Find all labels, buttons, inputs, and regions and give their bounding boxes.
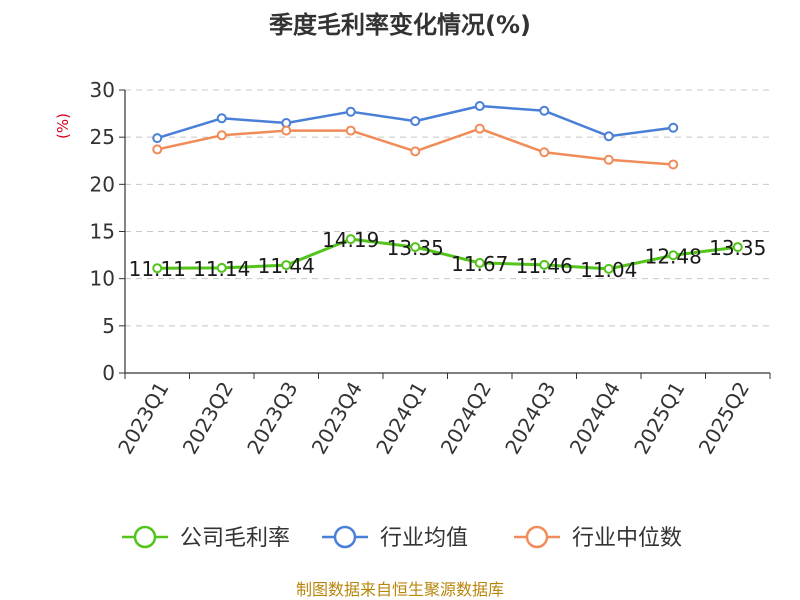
data-point [474, 123, 485, 134]
data-point [668, 159, 679, 170]
series-line [157, 237, 738, 271]
data-label: 11.44 [258, 254, 315, 278]
data-point [474, 257, 485, 268]
x-tick-label: 2025Q2 [694, 378, 754, 459]
x-tick-label: 2023Q1 [113, 378, 173, 459]
source-note: 制图数据来自恒生聚源数据库 [296, 580, 504, 599]
legend: 公司毛利率 行业均值 行业中位数 [122, 525, 682, 551]
data-label: 12.48 [645, 244, 702, 268]
legend-label: 公司毛利率 [180, 526, 290, 551]
data-point [732, 242, 743, 253]
data-point [281, 125, 292, 136]
y-tick-label: 0 [102, 361, 115, 385]
grid-lines [125, 89, 770, 327]
data-point [410, 116, 421, 127]
data-point [152, 133, 163, 144]
legend-marker [525, 525, 549, 549]
y-tick-label: 10 [90, 267, 115, 291]
data-point [668, 122, 679, 133]
chart-title: 季度毛利率变化情况(%) [269, 11, 531, 39]
data-point [603, 131, 614, 142]
y-tick-label: 5 [102, 314, 115, 338]
data-point [410, 146, 421, 157]
data-point [603, 263, 614, 274]
legend-label: 行业中位数 [572, 526, 682, 551]
data-label: 11.46 [516, 254, 573, 278]
data-point [539, 259, 550, 270]
data-point [539, 105, 550, 116]
data-point [345, 106, 356, 117]
data-label: 11.04 [580, 258, 637, 282]
y-axis-unit-label: (%) [54, 113, 72, 139]
legend-label: 行业均值 [380, 526, 468, 551]
data-point [474, 101, 485, 112]
data-point [216, 113, 227, 124]
x-tick-label: 2023Q2 [178, 378, 238, 459]
data-label: 11.11 [129, 257, 186, 281]
x-tick-label: 2024Q3 [500, 378, 560, 459]
legend-marker [133, 525, 157, 549]
x-tick-label: 2024Q1 [371, 378, 431, 459]
data-label: 11.14 [193, 257, 250, 281]
data-label: 13.35 [709, 236, 766, 260]
data-point [410, 242, 421, 253]
data-point [603, 154, 614, 165]
data-point [345, 234, 356, 245]
x-tick-label: 2024Q4 [565, 378, 625, 459]
data-label: 11.67 [451, 252, 508, 276]
data-point [216, 262, 227, 273]
data-point [152, 263, 163, 274]
series-lines [152, 101, 743, 274]
data-point [539, 147, 550, 158]
data-labels: 11.11 11.14 11.44 14.19 13.35 11.67 11.46 11.04… [129, 228, 767, 282]
data-point [668, 250, 679, 261]
y-tick-label: 15 [90, 220, 115, 244]
y-tick-label: 20 [90, 172, 115, 196]
data-label: 14.19 [322, 228, 379, 252]
data-label: 13.35 [387, 236, 444, 260]
y-tick-label: 30 [90, 78, 115, 102]
data-point [281, 260, 292, 271]
x-tick-label: 2023Q3 [242, 378, 302, 459]
data-point [152, 144, 163, 155]
x-tick-label: 2023Q4 [307, 378, 367, 459]
x-tick-label: 2024Q2 [436, 378, 496, 459]
data-point [216, 130, 227, 141]
x-tick-label: 2025Q1 [629, 378, 689, 459]
data-point [345, 125, 356, 136]
legend-marker [333, 525, 357, 549]
y-tick-label: 25 [90, 125, 115, 149]
